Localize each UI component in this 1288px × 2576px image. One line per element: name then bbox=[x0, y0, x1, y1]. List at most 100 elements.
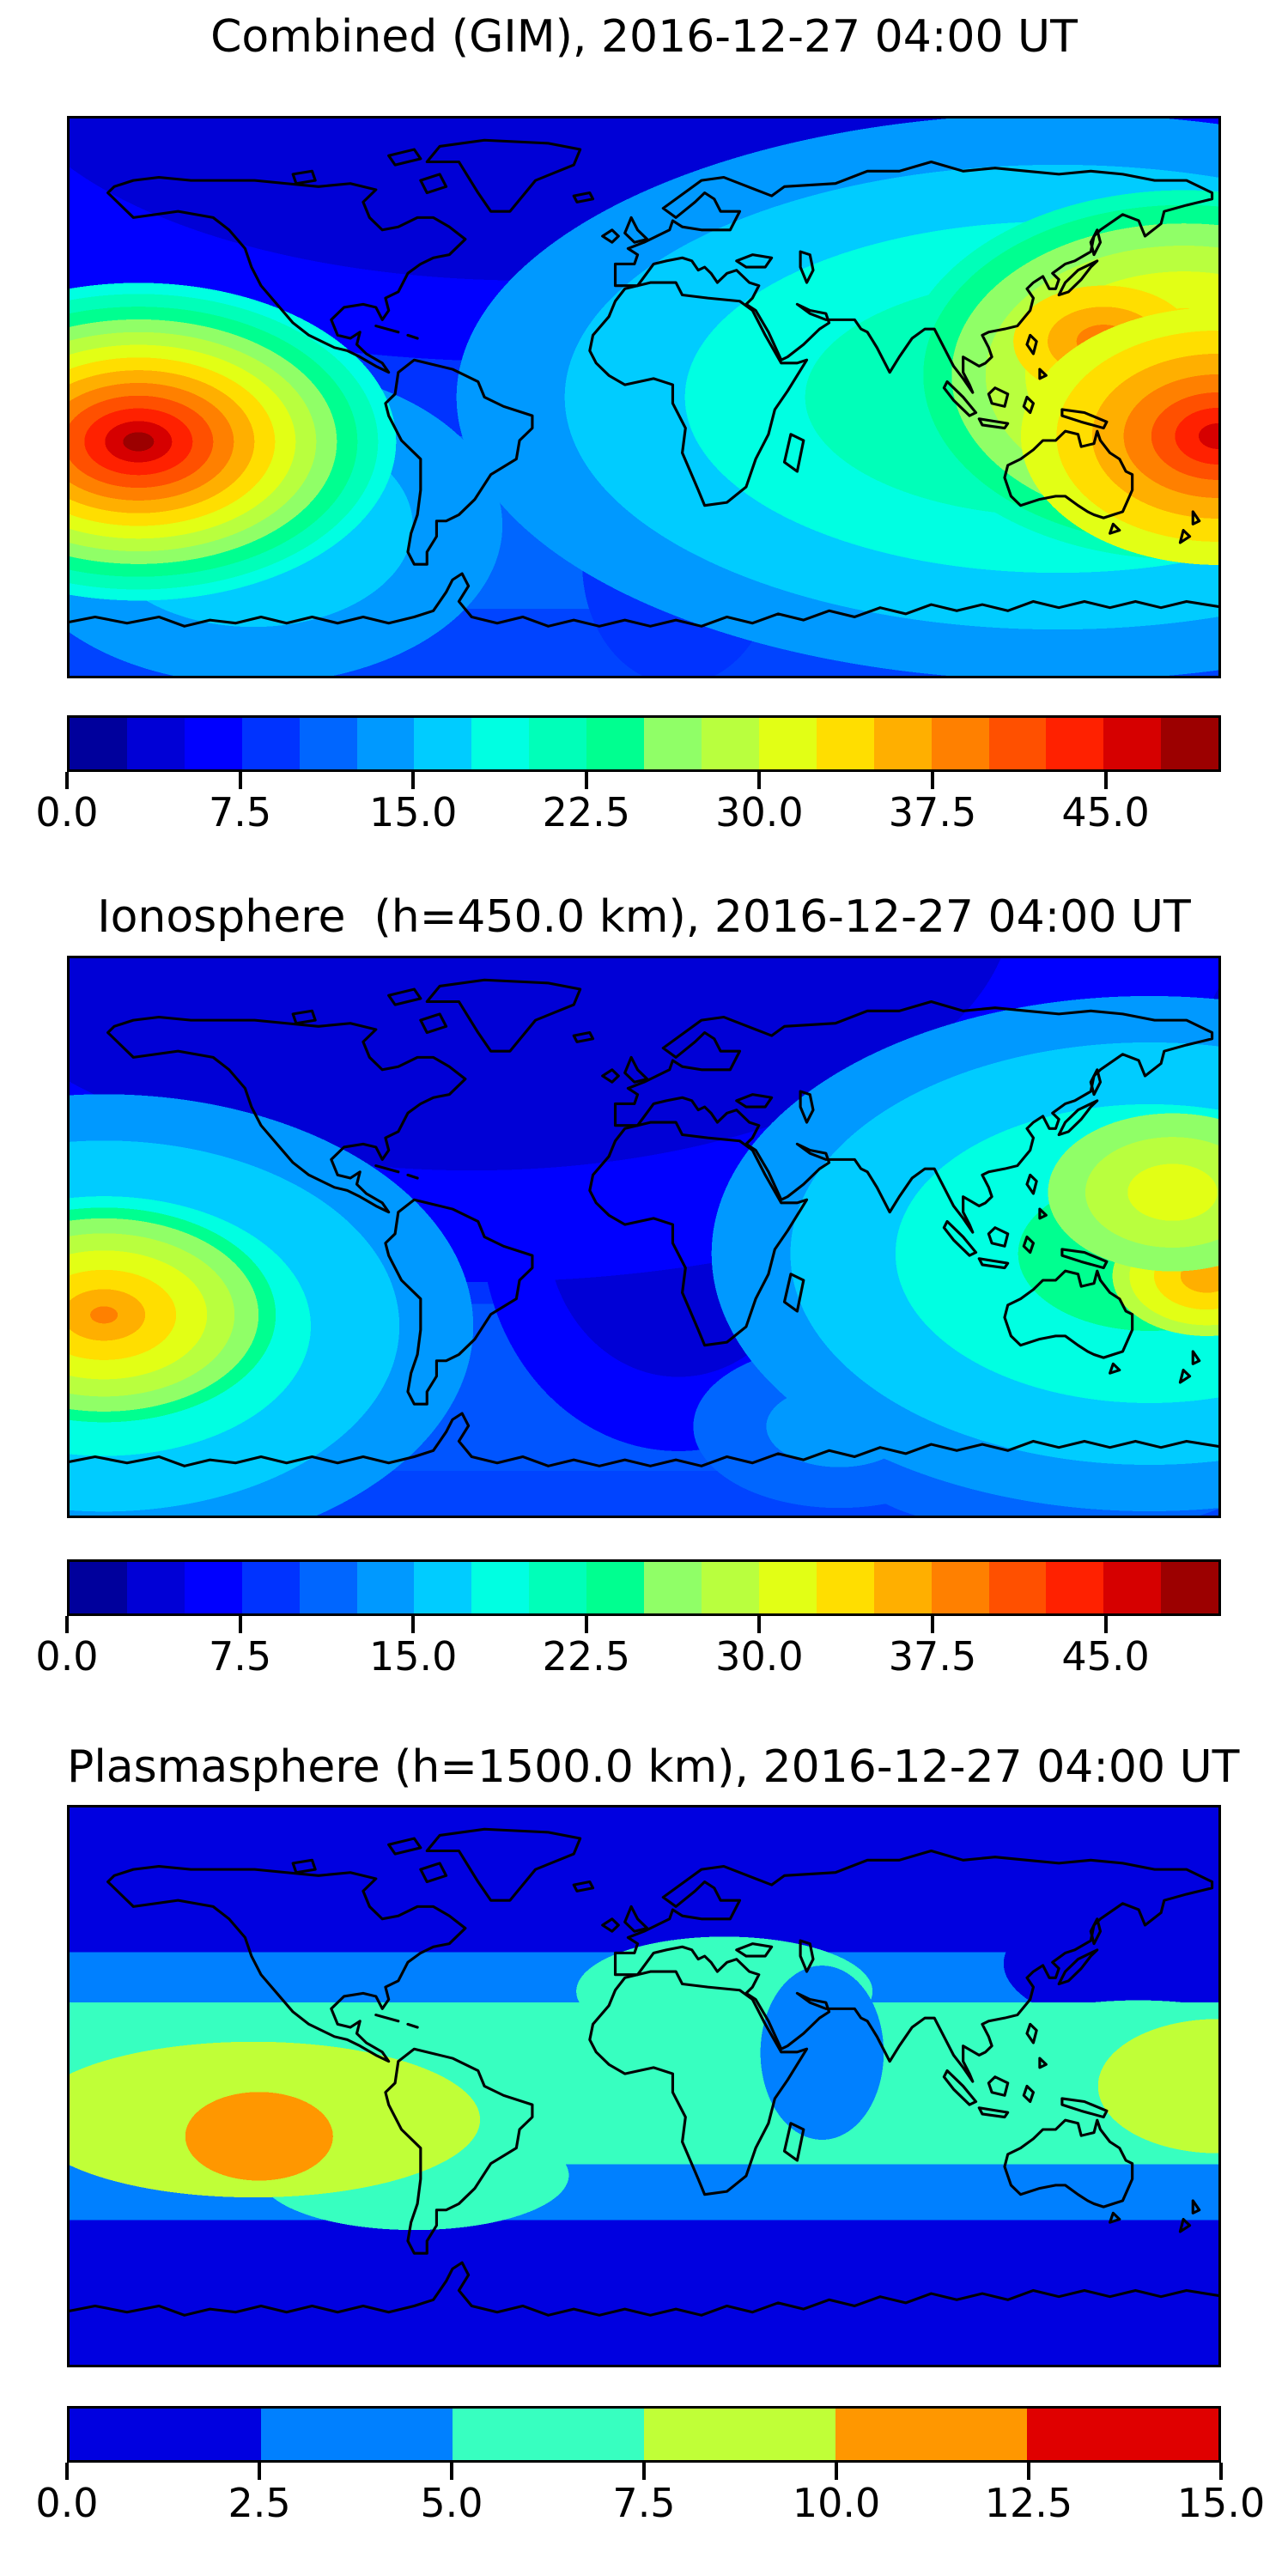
colorbar-segment bbox=[299, 718, 357, 769]
colorbar-segment bbox=[529, 718, 587, 769]
colorbar-tick-mark bbox=[65, 1616, 69, 1633]
colorbar-tick-mark bbox=[449, 2463, 453, 2480]
colorbar-segment bbox=[816, 718, 874, 769]
colorbar-tick-mark bbox=[1219, 2463, 1223, 2480]
colorbar-segment bbox=[988, 718, 1047, 769]
colorbar-tick-mark bbox=[1103, 772, 1108, 789]
colorbar-segment bbox=[1161, 1562, 1219, 1613]
coastlines-overlay bbox=[70, 138, 1218, 628]
colorbar-combined-gim bbox=[67, 715, 1221, 772]
colorbar-tick-mark bbox=[65, 772, 69, 789]
colorbar-segment bbox=[453, 2409, 644, 2460]
colorbar-segment bbox=[758, 718, 817, 769]
colorbar-segment bbox=[873, 718, 932, 769]
colorbar-segment bbox=[126, 718, 185, 769]
colorbar-ticks-ionosphere: 0.0 7.5 15.0 22.5 30.0 37.5 45.0 bbox=[35, 1616, 1221, 1702]
map-ionosphere bbox=[67, 956, 1221, 1518]
colorbar-ticks-combined-gim: 0.0 7.5 15.0 22.5 30.0 37.5 45.0 bbox=[35, 772, 1221, 858]
colorbar-tick-mark bbox=[584, 772, 588, 789]
coastlines-overlay bbox=[70, 1827, 1218, 2317]
colorbar-segment bbox=[701, 1562, 759, 1613]
colorbar-segment bbox=[873, 1562, 932, 1613]
colorbar-tick-label: 12.5 bbox=[984, 2480, 1073, 2526]
colorbar-tick-label: 45.0 bbox=[1061, 789, 1150, 835]
colorbar-segment bbox=[644, 1562, 702, 1613]
colorbar-tick-mark bbox=[411, 1616, 416, 1633]
colorbar-segment bbox=[835, 2409, 1027, 2460]
colorbar-tick-label: 7.5 bbox=[612, 2480, 676, 2526]
colorbar-tick-mark bbox=[835, 2463, 839, 2480]
colorbar-segment bbox=[586, 1562, 645, 1613]
colorbar-segment bbox=[241, 1562, 300, 1613]
colorbar-tick-label: 30.0 bbox=[715, 789, 804, 835]
colorbar-segment bbox=[644, 2409, 835, 2460]
map-plasmasphere bbox=[67, 1805, 1221, 2367]
colorbar-segment bbox=[1046, 718, 1104, 769]
colorbar-segment bbox=[356, 1562, 415, 1613]
colorbar-segment bbox=[70, 2409, 261, 2460]
colorbar-tick-mark bbox=[411, 772, 416, 789]
colorbar-tick-label: 0.0 bbox=[35, 789, 99, 835]
panel-title-combined-gim: Combined (GIM), 2016-12-27 04:00 UT bbox=[210, 11, 1078, 63]
colorbar-plasmasphere bbox=[67, 2406, 1221, 2463]
colorbar-tick-mark bbox=[757, 772, 762, 789]
colorbar-tick-mark bbox=[238, 1616, 242, 1633]
colorbar-segment bbox=[586, 718, 645, 769]
colorbar-tick-label: 5.0 bbox=[420, 2480, 483, 2526]
colorbar-segment bbox=[931, 718, 989, 769]
colorbar-segment bbox=[70, 1562, 127, 1613]
colorbar-ticks-plasmasphere: 0.0 2.5 5.0 7.5 10.0 12.5 15.0 bbox=[35, 2463, 1265, 2549]
panel-title-ionosphere: Ionosphere (h=450.0 km), 2016-12-27 04:0… bbox=[97, 891, 1191, 943]
colorbar-segment bbox=[931, 1562, 989, 1613]
colorbar-segment bbox=[70, 718, 127, 769]
colorbar-segment bbox=[184, 1562, 242, 1613]
colorbar-segment bbox=[701, 718, 759, 769]
colorbar-segment bbox=[1027, 2409, 1218, 2460]
colorbar-tick-mark bbox=[1026, 2463, 1030, 2480]
colorbar-tick-label: 0.0 bbox=[35, 2480, 99, 2526]
colorbar-segment bbox=[414, 1562, 472, 1613]
colorbar-tick-label: 2.5 bbox=[228, 2480, 291, 2526]
map-combined-gim bbox=[67, 116, 1221, 678]
colorbar-segment bbox=[299, 1562, 357, 1613]
colorbar-segment bbox=[414, 718, 472, 769]
colorbar-tick-label: 15.0 bbox=[368, 789, 458, 835]
colorbar-tick-label: 7.5 bbox=[209, 789, 272, 835]
colorbar-tick-mark bbox=[642, 2463, 646, 2480]
colorbar-segment bbox=[184, 718, 242, 769]
colorbar-segment bbox=[1046, 1562, 1104, 1613]
colorbar-tick-label: 10.0 bbox=[792, 2480, 881, 2526]
colorbar-tick-mark bbox=[757, 1616, 762, 1633]
colorbar-segment bbox=[644, 718, 702, 769]
colorbar-segment bbox=[1103, 718, 1162, 769]
colorbar-tick-mark bbox=[931, 1616, 934, 1633]
colorbar-segment bbox=[126, 1562, 185, 1613]
colorbar-segment bbox=[1103, 1562, 1162, 1613]
colorbar-tick-label: 37.5 bbox=[888, 789, 977, 835]
colorbar-segment bbox=[356, 718, 415, 769]
colorbar-tick-mark bbox=[65, 2463, 69, 2480]
colorbar-tick-label: 15.0 bbox=[1176, 2480, 1266, 2526]
colorbar-tick-mark bbox=[258, 2463, 262, 2480]
colorbar-tick-mark bbox=[931, 772, 934, 789]
colorbar-segment bbox=[241, 718, 300, 769]
colorbar-segment bbox=[471, 718, 530, 769]
colorbar-tick-label: 22.5 bbox=[542, 789, 631, 835]
colorbar-segment bbox=[988, 1562, 1047, 1613]
coastlines-overlay bbox=[70, 978, 1218, 1467]
colorbar-tick-mark bbox=[584, 1616, 588, 1633]
colorbar-tick-mark bbox=[1103, 1616, 1108, 1633]
colorbar-tick-label: 30.0 bbox=[715, 1633, 804, 1680]
colorbar-segment bbox=[471, 1562, 530, 1613]
colorbar-ionosphere bbox=[67, 1559, 1221, 1616]
colorbar-segment bbox=[261, 2409, 453, 2460]
colorbar-tick-label: 37.5 bbox=[888, 1633, 977, 1680]
colorbar-tick-mark bbox=[238, 772, 242, 789]
colorbar-tick-label: 22.5 bbox=[542, 1633, 631, 1680]
colorbar-segment bbox=[816, 1562, 874, 1613]
colorbar-tick-label: 15.0 bbox=[368, 1633, 458, 1680]
colorbar-tick-label: 45.0 bbox=[1061, 1633, 1150, 1680]
colorbar-segment bbox=[758, 1562, 817, 1613]
colorbar-segment bbox=[1161, 718, 1219, 769]
